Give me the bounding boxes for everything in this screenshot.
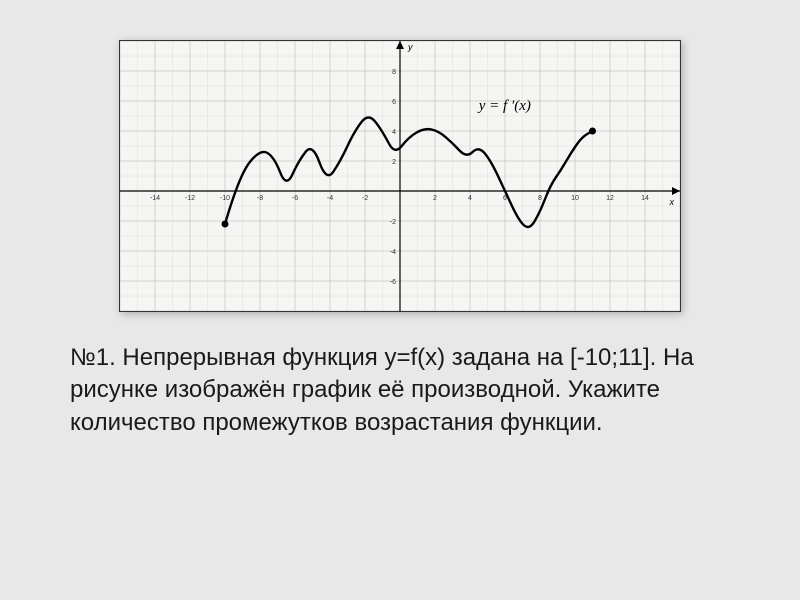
svg-text:10: 10 <box>571 195 579 202</box>
svg-text:-6: -6 <box>292 195 298 202</box>
chart-panel: -14-12-10-8-6-4-22468101214-6-4-22468xyy… <box>119 40 681 312</box>
svg-text:8: 8 <box>392 69 396 76</box>
svg-text:14: 14 <box>641 195 649 202</box>
svg-text:4: 4 <box>468 195 472 202</box>
svg-text:-12: -12 <box>185 195 195 202</box>
svg-text:-8: -8 <box>257 195 263 202</box>
svg-text:y = f ′(x): y = f ′(x) <box>477 98 531 114</box>
svg-text:4: 4 <box>392 129 396 136</box>
svg-text:x: x <box>669 197 675 207</box>
svg-text:2: 2 <box>433 195 437 202</box>
svg-text:2: 2 <box>392 159 396 166</box>
svg-text:12: 12 <box>606 195 614 202</box>
svg-text:8: 8 <box>538 195 542 202</box>
svg-text:6: 6 <box>392 99 396 106</box>
svg-text:y: y <box>407 42 413 52</box>
svg-text:-4: -4 <box>327 195 333 202</box>
problem-statement: №1. Непрерывная функция y=f(x) задана на… <box>60 342 740 439</box>
svg-text:-2: -2 <box>390 219 396 226</box>
svg-text:-10: -10 <box>220 195 230 202</box>
svg-text:-6: -6 <box>390 279 396 286</box>
svg-text:-2: -2 <box>362 195 368 202</box>
svg-text:-14: -14 <box>150 195 160 202</box>
derivative-chart: -14-12-10-8-6-4-22468101214-6-4-22468xyy… <box>120 41 680 311</box>
svg-text:-4: -4 <box>390 249 396 256</box>
slide: -14-12-10-8-6-4-22468101214-6-4-22468xyy… <box>0 0 800 600</box>
